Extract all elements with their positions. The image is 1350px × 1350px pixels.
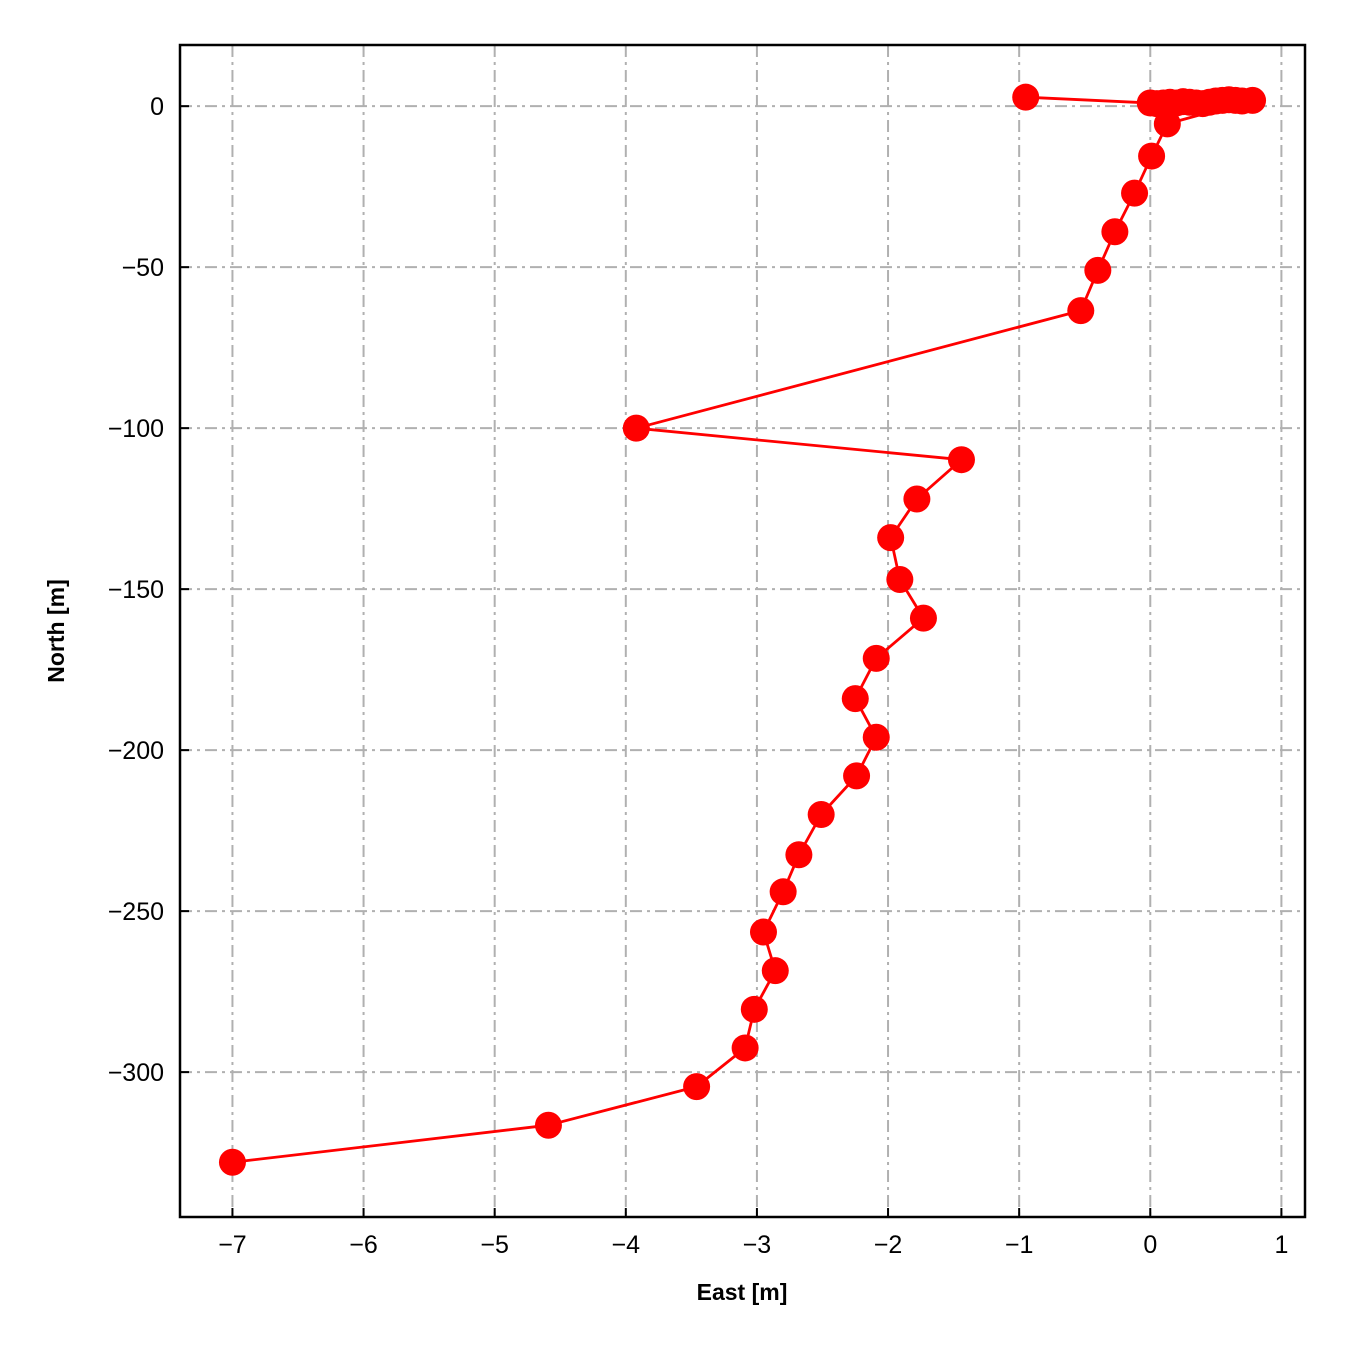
x-tick-label: −1 <box>1005 1231 1034 1259</box>
data-point <box>843 762 871 790</box>
x-tick-label: −4 <box>612 1231 641 1259</box>
x-tick-label: −6 <box>349 1231 378 1259</box>
data-point <box>785 841 813 869</box>
data-point <box>761 957 789 985</box>
x-tick-label: −2 <box>874 1231 903 1259</box>
data-point <box>1121 179 1149 207</box>
data-point <box>807 801 835 829</box>
y-tick-label: −300 <box>108 1059 164 1087</box>
ticks-layer: −7 −6 −5 −4 −3 −2 −1 0 1 0 −50 −100 −150 −200 −250 −300 <box>108 93 1289 1259</box>
y-tick-label: 0 <box>150 93 164 121</box>
y-tick-label: −250 <box>108 898 164 926</box>
data-point <box>218 1148 246 1176</box>
plot-frame <box>178 43 1307 1219</box>
data-point <box>1239 86 1267 114</box>
series-layer <box>218 83 1267 1176</box>
y-tick-label: −50 <box>122 254 164 282</box>
data-point <box>947 446 975 474</box>
data-point <box>749 918 777 946</box>
data-point <box>877 524 905 552</box>
data-point <box>1067 297 1095 325</box>
data-point <box>1084 256 1112 284</box>
data-point <box>862 644 890 672</box>
y-tick-label: −200 <box>108 737 164 765</box>
x-tick-label: −3 <box>743 1231 772 1259</box>
data-point <box>903 485 931 513</box>
data-point <box>841 685 869 713</box>
x-tick-label: 0 <box>1143 1231 1157 1259</box>
data-point <box>622 414 650 442</box>
data-point <box>731 1034 759 1062</box>
data-point <box>1101 218 1129 246</box>
data-point <box>769 878 797 906</box>
data-point <box>740 995 768 1023</box>
data-point <box>1138 142 1166 170</box>
data-point <box>886 565 914 593</box>
data-point <box>909 604 937 632</box>
x-tick-label: −5 <box>480 1231 509 1259</box>
x-tick-label: 1 <box>1274 1231 1288 1259</box>
data-point <box>534 1111 562 1139</box>
data-point <box>1153 110 1181 138</box>
y-tick-label: −150 <box>108 576 164 604</box>
data-point <box>862 723 890 751</box>
x-axis-label: East [m] <box>697 1279 788 1305</box>
data-point <box>683 1073 711 1101</box>
x-tick-label: −7 <box>218 1231 247 1259</box>
y-axis-label: North [m] <box>43 579 69 682</box>
data-point <box>1012 83 1040 111</box>
y-tick-label: −100 <box>108 415 164 443</box>
